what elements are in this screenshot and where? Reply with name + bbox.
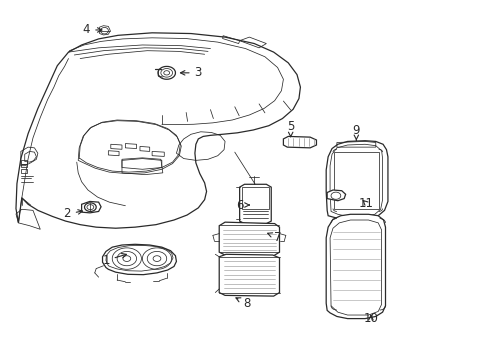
Text: 2: 2 bbox=[63, 207, 82, 220]
Text: 9: 9 bbox=[352, 124, 359, 140]
Polygon shape bbox=[102, 244, 176, 275]
Polygon shape bbox=[219, 222, 279, 256]
Text: 11: 11 bbox=[358, 197, 373, 210]
Text: 1: 1 bbox=[102, 253, 126, 267]
Text: 5: 5 bbox=[286, 120, 294, 137]
Text: 4: 4 bbox=[82, 23, 102, 36]
Text: 8: 8 bbox=[236, 297, 250, 310]
Polygon shape bbox=[325, 214, 385, 319]
Polygon shape bbox=[219, 254, 279, 296]
Text: 3: 3 bbox=[180, 66, 202, 79]
Polygon shape bbox=[239, 184, 271, 224]
Text: 7: 7 bbox=[267, 231, 281, 244]
Text: 10: 10 bbox=[363, 312, 378, 325]
Polygon shape bbox=[81, 202, 101, 213]
Text: 6: 6 bbox=[235, 198, 249, 212]
Polygon shape bbox=[326, 190, 345, 201]
Polygon shape bbox=[325, 141, 387, 219]
